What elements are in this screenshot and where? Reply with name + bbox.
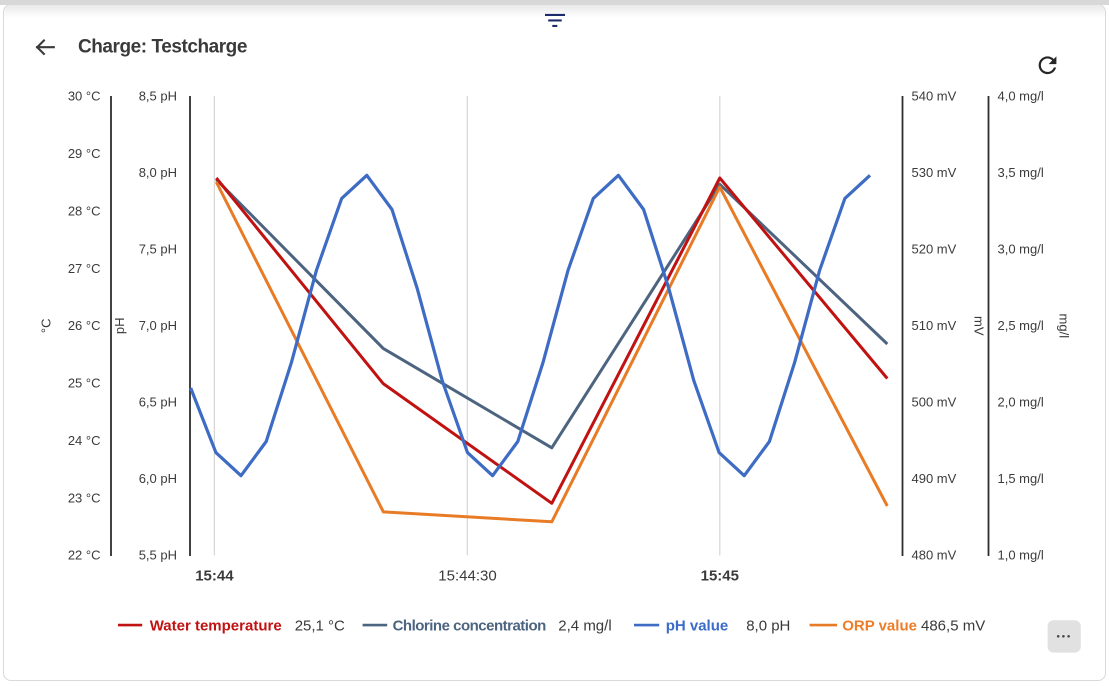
svg-text:15:44: 15:44 [195, 568, 234, 585]
svg-text:2,5 mg/l: 2,5 mg/l [998, 318, 1044, 333]
svg-text:486,5 mV: 486,5 mV [921, 618, 985, 635]
svg-text:pH: pH [112, 317, 127, 334]
svg-text:Chlorine concentration: Chlorine concentration [393, 618, 547, 635]
svg-text:1,0 mg/l: 1,0 mg/l [998, 548, 1044, 563]
svg-text:2,0 mg/l: 2,0 mg/l [998, 395, 1044, 410]
svg-text:30 °C: 30 °C [68, 89, 101, 104]
svg-text:mV: mV [972, 316, 987, 336]
svg-text:25 °C: 25 °C [68, 376, 101, 391]
svg-text:480 mV: 480 mV [912, 548, 957, 563]
svg-text:7,0 pH: 7,0 pH [139, 318, 177, 333]
svg-text:15:44:30: 15:44:30 [438, 568, 496, 585]
svg-text:29 °C: 29 °C [68, 146, 101, 161]
svg-text:510 mV: 510 mV [912, 318, 957, 333]
svg-text:8,0 pH: 8,0 pH [746, 618, 790, 635]
svg-text:8,0 pH: 8,0 pH [139, 165, 177, 180]
svg-text:Charge: Testcharge: Charge: Testcharge [78, 37, 247, 58]
svg-text:500 mV: 500 mV [912, 395, 957, 410]
svg-text:15:45: 15:45 [701, 568, 739, 585]
svg-text:27 °C: 27 °C [68, 261, 101, 276]
svg-text:25,1 °C: 25,1 °C [295, 618, 345, 635]
svg-text:530 mV: 530 mV [912, 165, 957, 180]
svg-text:5,5 pH: 5,5 pH [139, 548, 177, 563]
svg-text:540 mV: 540 mV [912, 89, 957, 104]
svg-text:520 mV: 520 mV [912, 242, 957, 257]
svg-text:2,4 mg/l: 2,4 mg/l [558, 618, 611, 635]
svg-text:1,5 mg/l: 1,5 mg/l [998, 471, 1044, 486]
svg-text:23 °C: 23 °C [68, 490, 101, 505]
svg-text:7,5 pH: 7,5 pH [139, 242, 177, 257]
svg-text:28 °C: 28 °C [68, 204, 101, 219]
svg-text:6,5 pH: 6,5 pH [139, 395, 177, 410]
svg-text:6,0 pH: 6,0 pH [139, 471, 177, 486]
svg-text:°C: °C [39, 319, 54, 334]
svg-text:8,5 pH: 8,5 pH [139, 89, 177, 104]
svg-text:490 mV: 490 mV [912, 471, 957, 486]
svg-text:4,0 mg/l: 4,0 mg/l [998, 89, 1044, 104]
svg-text:mg/l: mg/l [1057, 314, 1072, 339]
svg-text:3,0 mg/l: 3,0 mg/l [998, 242, 1044, 257]
svg-text:ORP value: ORP value [842, 618, 917, 635]
svg-text:26 °C: 26 °C [68, 318, 101, 333]
svg-text:pH value: pH value [666, 618, 729, 635]
svg-text:24 °C: 24 °C [68, 433, 101, 448]
svg-text:22 °C: 22 °C [68, 548, 101, 563]
svg-text:3,5 mg/l: 3,5 mg/l [998, 165, 1044, 180]
svg-text:Water temperature: Water temperature [150, 618, 282, 635]
